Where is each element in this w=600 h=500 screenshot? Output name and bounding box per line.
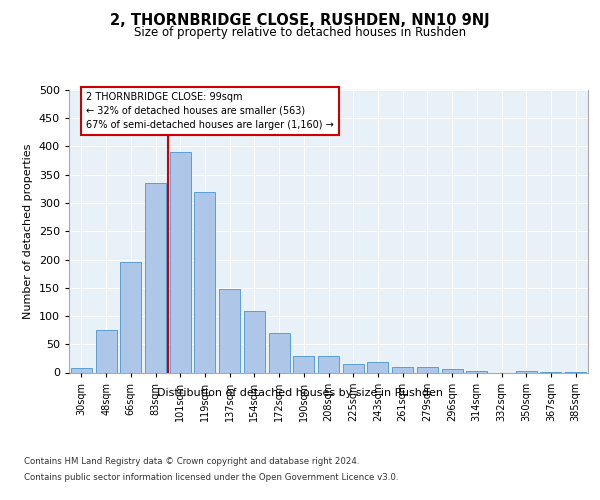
Bar bbox=[417, 367, 438, 372]
Bar bbox=[145, 183, 166, 372]
Bar bbox=[367, 362, 388, 372]
Bar bbox=[318, 356, 339, 372]
Text: Contains HM Land Registry data © Crown copyright and database right 2024.: Contains HM Land Registry data © Crown c… bbox=[24, 458, 359, 466]
Bar bbox=[293, 356, 314, 372]
Bar bbox=[343, 364, 364, 372]
Text: Distribution of detached houses by size in Rushden: Distribution of detached houses by size … bbox=[157, 388, 443, 398]
Text: Size of property relative to detached houses in Rushden: Size of property relative to detached ho… bbox=[134, 26, 466, 39]
Text: 2, THORNBRIDGE CLOSE, RUSHDEN, NN10 9NJ: 2, THORNBRIDGE CLOSE, RUSHDEN, NN10 9NJ bbox=[110, 12, 490, 28]
Bar bbox=[95, 330, 116, 372]
Bar bbox=[442, 369, 463, 372]
Bar bbox=[244, 312, 265, 372]
Bar bbox=[219, 289, 240, 372]
Text: 2 THORNBRIDGE CLOSE: 99sqm
← 32% of detached houses are smaller (563)
67% of sem: 2 THORNBRIDGE CLOSE: 99sqm ← 32% of deta… bbox=[86, 92, 334, 130]
Bar bbox=[392, 367, 413, 372]
Bar bbox=[170, 152, 191, 372]
Bar bbox=[269, 333, 290, 372]
Text: Contains public sector information licensed under the Open Government Licence v3: Contains public sector information licen… bbox=[24, 472, 398, 482]
Bar bbox=[71, 368, 92, 372]
Bar bbox=[120, 262, 141, 372]
Y-axis label: Number of detached properties: Number of detached properties bbox=[23, 144, 33, 319]
Bar bbox=[194, 192, 215, 372]
